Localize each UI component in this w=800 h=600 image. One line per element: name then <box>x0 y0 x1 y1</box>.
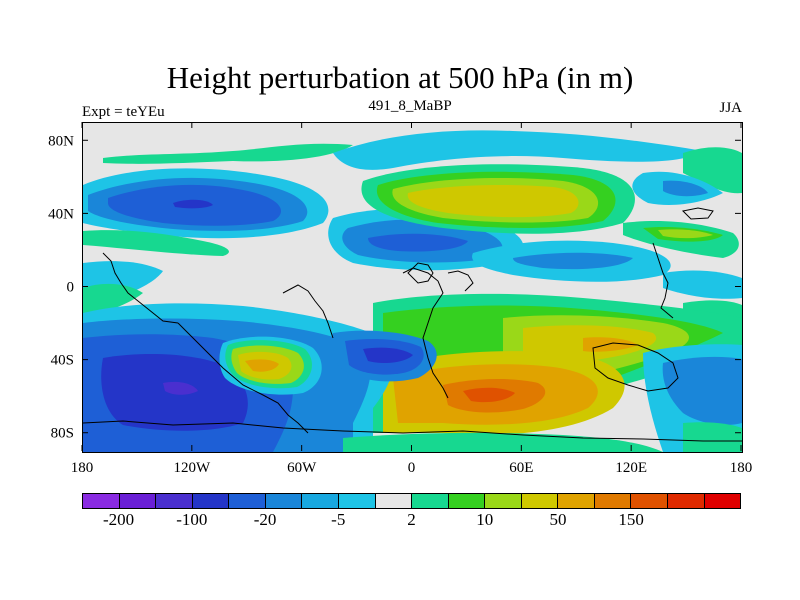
colorbar-label: 50 <box>549 510 567 529</box>
colorbar-label: -200 <box>103 510 135 529</box>
coast-north-america-west <box>102 252 179 324</box>
contour-sh-gold <box>583 337 638 352</box>
coast-africa-west <box>402 267 449 399</box>
colorbar-cell <box>192 494 230 508</box>
x-tick-label: 60E <box>509 460 533 476</box>
x-tick-label: 180 <box>71 460 94 476</box>
x-tick-label: 120W <box>173 460 211 476</box>
contour-slow-core <box>363 347 413 363</box>
colorbar-cell <box>558 494 595 508</box>
colorbar-cell <box>265 494 303 508</box>
x-ticks: 180 120W 60W 0 60E 120E 180 <box>71 122 753 476</box>
map-plot-area <box>82 122 743 453</box>
colorbar-cell <box>448 494 486 508</box>
coastlines <box>83 207 742 442</box>
colorbar-cell <box>119 494 157 508</box>
x-tick-label: 60W <box>287 460 317 476</box>
colorbar-cell <box>375 494 413 508</box>
colorbar-label: -100 <box>176 510 208 529</box>
x-tick-label: 0 <box>408 460 416 476</box>
colorbar-cell <box>668 494 705 508</box>
coast-africa-east <box>447 270 474 292</box>
colorbar-label: 150 <box>618 510 644 529</box>
colorbar-cell <box>594 494 632 508</box>
contour-atl-blue2 <box>368 233 468 252</box>
colorbar-cell <box>521 494 559 508</box>
coast-antarctica <box>83 420 742 442</box>
contour-sio-core <box>463 387 515 403</box>
colorbar-label: -20 <box>253 510 277 529</box>
contour-satl-gold <box>245 359 279 372</box>
colorbar-cell <box>704 494 741 508</box>
colorbar-cell <box>229 494 266 508</box>
colorbar-cell <box>631 494 668 508</box>
coast-island-2 <box>681 207 714 220</box>
contour-northeast-blue <box>663 180 708 197</box>
colorbar-cell <box>485 494 522 508</box>
chart-title: Height perturbation at 500 hPa (in m) <box>166 60 634 95</box>
contour-westpac-yellow <box>658 229 713 239</box>
y-ticks: 80N 40N 0 40S 80S <box>48 133 741 442</box>
coast-australia <box>592 342 679 392</box>
contour-se-green <box>683 422 742 452</box>
y-tick-label: 40N <box>48 206 74 222</box>
colorbar-cell <box>302 494 339 508</box>
y-tick-label: 0 <box>67 280 75 296</box>
colorbar-cell <box>156 494 193 508</box>
coast-south-america <box>177 322 309 434</box>
colorbar-cell <box>338 494 376 508</box>
coast-asia-east <box>652 242 674 319</box>
contour-se-blue <box>662 356 742 425</box>
coast-island-1 <box>407 262 434 284</box>
case-label: 491_8_MaBP <box>368 98 452 114</box>
x-tick-label: 120E <box>615 460 647 476</box>
contour-northeast-green <box>683 147 742 194</box>
colorbar <box>82 493 741 509</box>
coast-central-america <box>282 284 334 339</box>
contour-north-green-strip <box>103 143 353 164</box>
colorbar-label: 10 <box>476 510 494 529</box>
contour-asia-blue <box>513 252 633 270</box>
colorbar-label: 2 <box>407 510 416 529</box>
contour-npac-core <box>173 199 213 209</box>
y-tick-label: 80N <box>48 133 74 149</box>
colorbar-cell <box>83 494 120 508</box>
contour-spac-core <box>163 381 198 395</box>
contour-na-green <box>83 230 229 256</box>
contour-north-cyan-arc <box>333 130 703 170</box>
experiment-label: Expt = teYEu <box>82 104 165 120</box>
contour-eur-yellow <box>407 185 579 218</box>
contour-map <box>83 123 742 452</box>
y-tick-label: 40S <box>51 353 74 369</box>
season-label: JJA <box>719 100 742 116</box>
x-tick-label: 180 <box>730 460 753 476</box>
y-tick-label: 80S <box>51 426 74 442</box>
colorbar-label: -5 <box>331 510 346 529</box>
colorbar-cell <box>412 494 449 508</box>
contour-eastpac-cyan <box>663 270 742 299</box>
